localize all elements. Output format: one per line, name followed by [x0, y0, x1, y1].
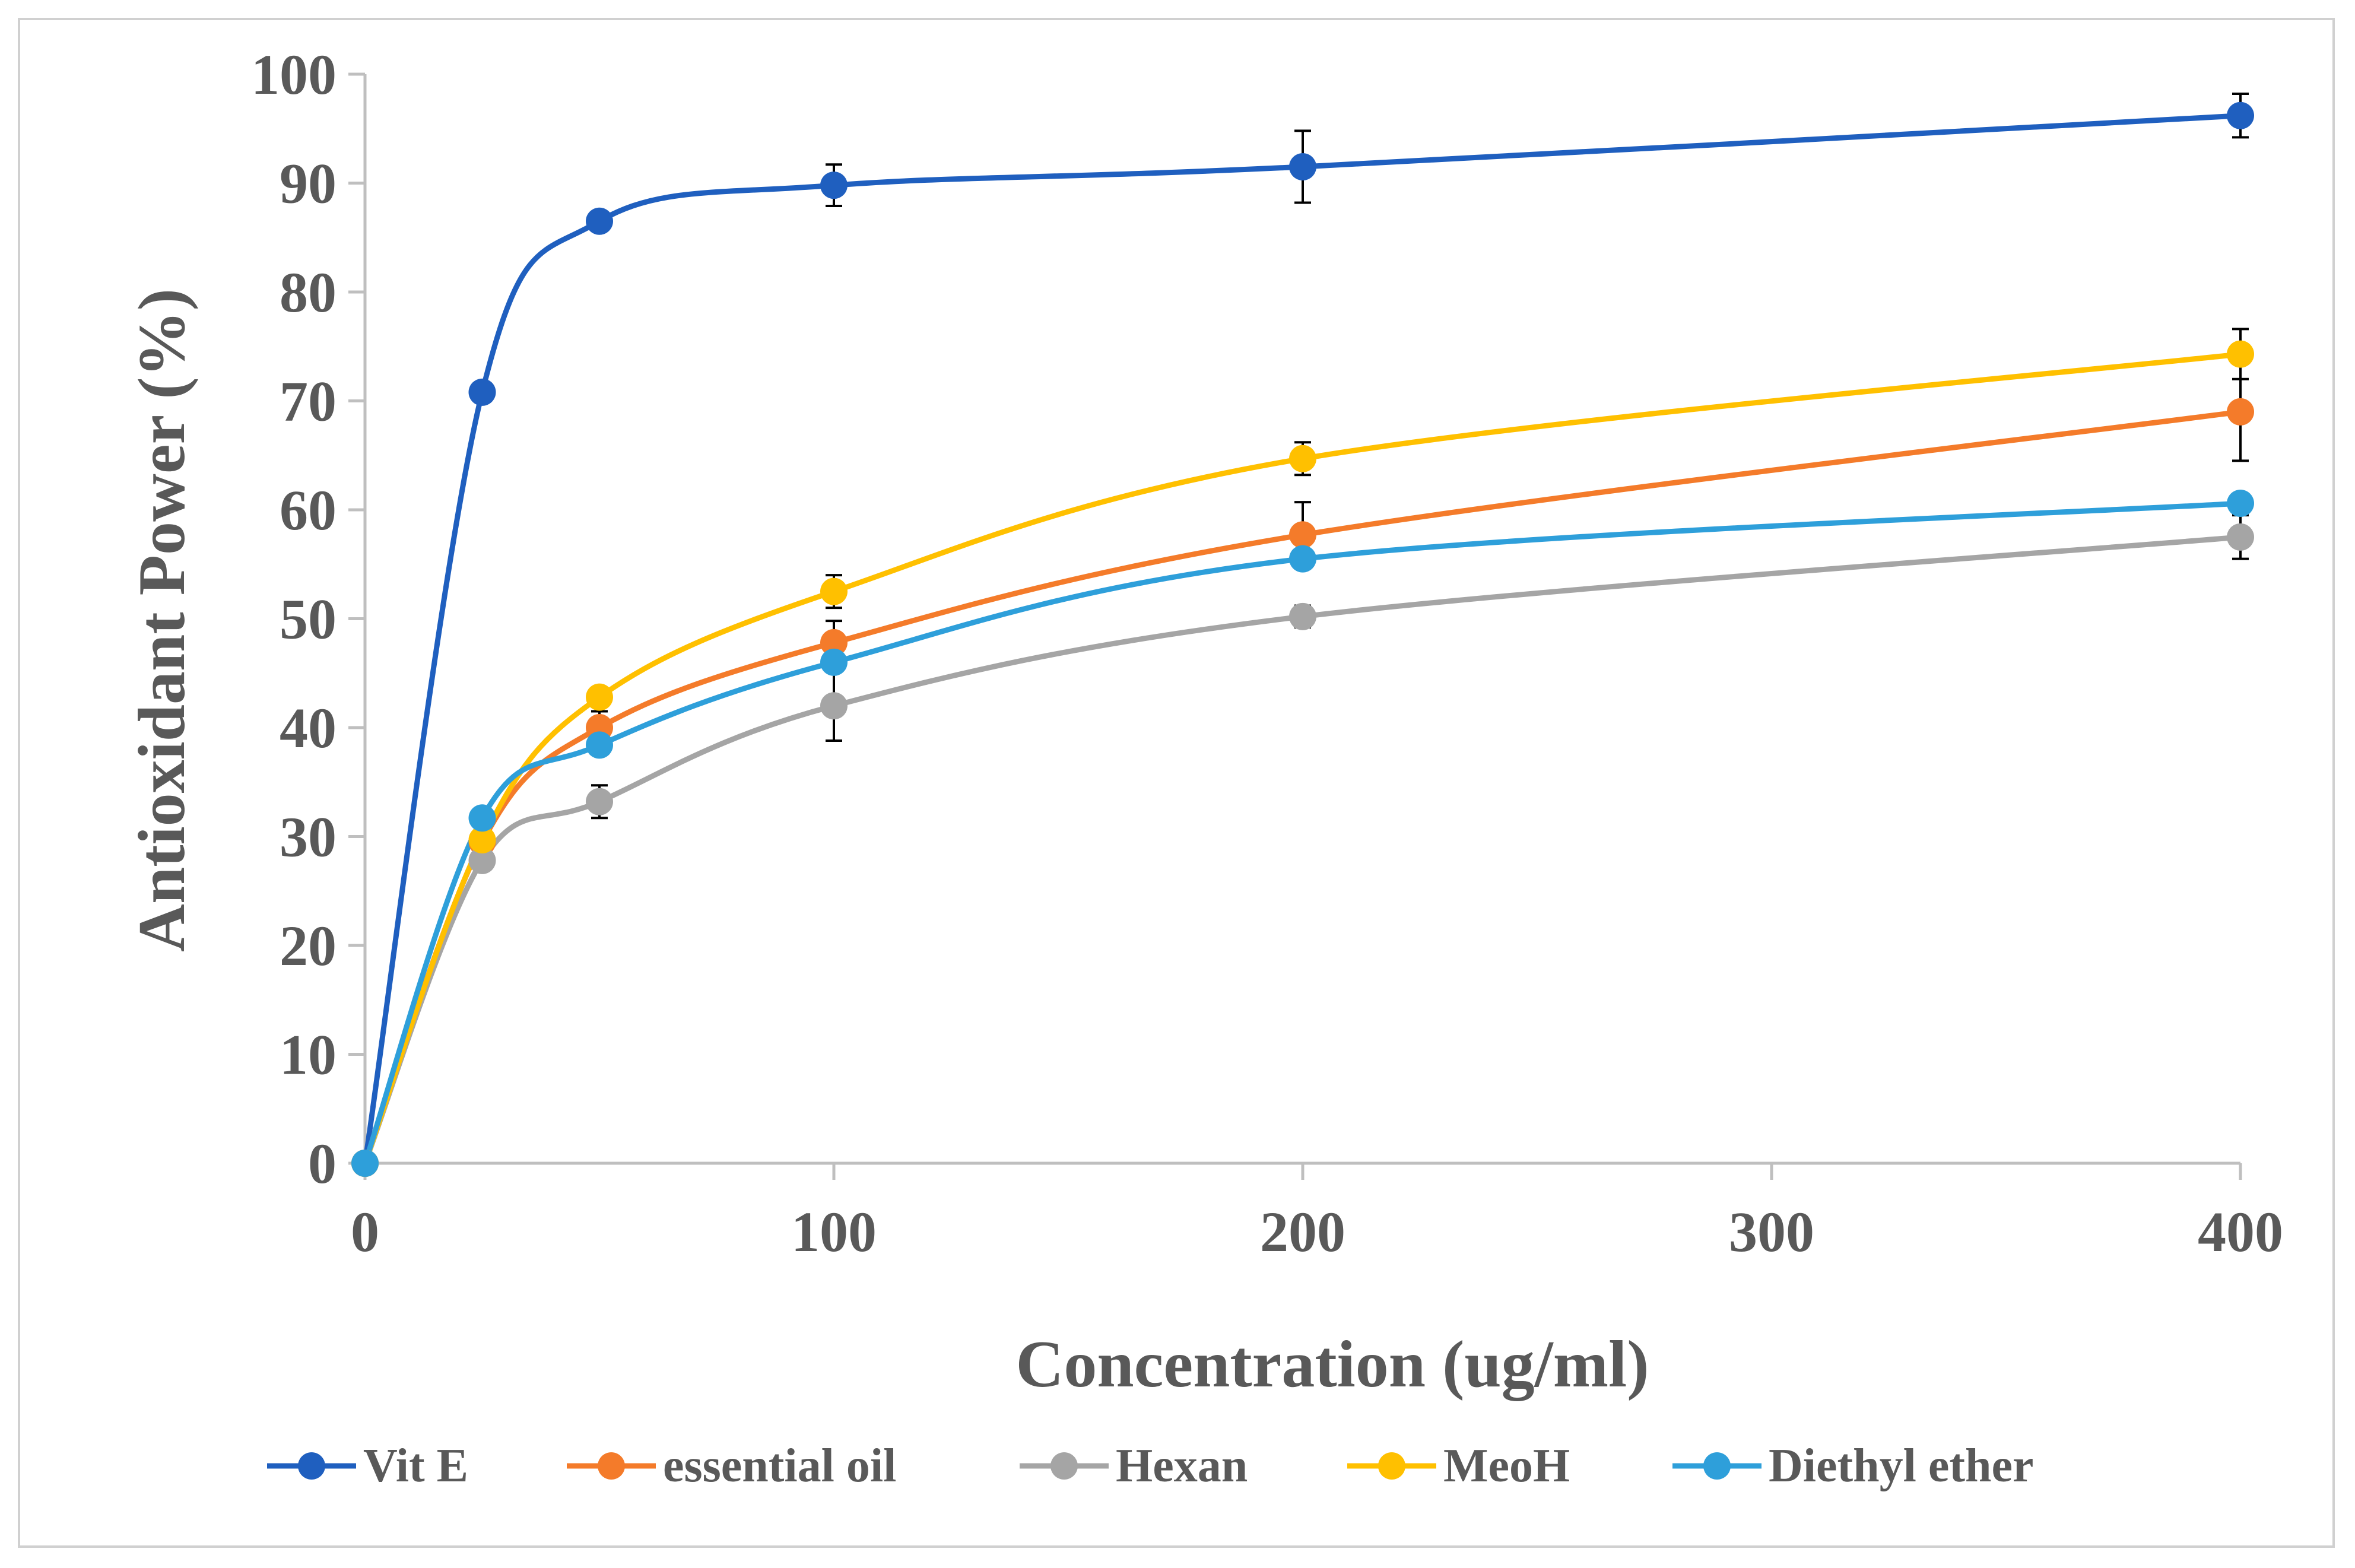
legend-marker-meoh — [1378, 1452, 1405, 1480]
x-tick-label: 200 — [1260, 1200, 1345, 1264]
y-tick-label: 10 — [280, 1023, 337, 1087]
legend-label-diethyl-ether: Diethyl ether — [1769, 1440, 2034, 1492]
y-tick-label: 90 — [280, 152, 337, 215]
chart-frame — [18, 18, 2335, 1548]
legend-marker-hexan — [1050, 1452, 1078, 1480]
data-point-vit-e — [820, 172, 848, 199]
legend-label-meoh: MeoH — [1443, 1440, 1570, 1492]
data-point-vit-e — [1289, 153, 1316, 180]
data-point-hexan — [2227, 523, 2254, 551]
data-point-diethyl-ether — [820, 648, 848, 676]
legend-marker-essential-oil — [598, 1452, 625, 1480]
y-tick-label: 40 — [280, 696, 337, 760]
x-axis-title: Concentration (ug/ml) — [1015, 1328, 1649, 1401]
data-point-vit-e — [586, 207, 613, 235]
legend-marker-vit-e — [298, 1452, 325, 1480]
data-point-hexan — [468, 846, 496, 874]
x-tick-label: 400 — [2198, 1200, 2283, 1264]
data-point-diethyl-ether — [351, 1150, 379, 1177]
y-tick-label: 20 — [280, 914, 337, 977]
data-point-hexan — [1289, 602, 1316, 630]
series-lines — [362, 113, 2243, 1166]
legend-label-vit-e: Vit E — [363, 1440, 468, 1492]
axes — [348, 72, 2242, 1180]
y-tick-label: 80 — [280, 261, 337, 324]
data-point-diethyl-ether — [1289, 545, 1316, 573]
y-axis-title: Antioxidant Power (%) — [125, 288, 199, 952]
data-points — [351, 101, 2254, 1177]
data-point-hexan — [820, 692, 848, 720]
series-line-diethyl-ether — [362, 500, 2243, 1166]
y-tick-label: 70 — [280, 370, 337, 433]
data-point-vit-e — [2227, 101, 2254, 129]
y-tick-label: 50 — [280, 588, 337, 651]
data-point-hexan — [586, 788, 613, 815]
x-tick-label: 300 — [1729, 1200, 1814, 1264]
series-line-hexan — [362, 534, 2243, 1166]
legend-label-essential-oil: essential oil — [663, 1440, 896, 1492]
y-tick-label: 100 — [251, 43, 337, 106]
y-tick-label: 30 — [280, 805, 337, 869]
x-tick-label: 100 — [791, 1200, 877, 1264]
data-point-essential-oil — [1289, 521, 1316, 549]
data-point-diethyl-ether — [468, 804, 496, 832]
data-point-diethyl-ether — [586, 731, 613, 759]
data-point-meoh — [820, 577, 848, 605]
data-point-essential-oil — [2227, 398, 2254, 426]
data-point-meoh — [1289, 445, 1316, 472]
y-tick-label: 60 — [280, 478, 337, 542]
tick-labels: 0 10 20 30 40 50 60 70 80 90 100 0 100 200 300 400 — [251, 43, 2283, 1264]
legend: Vit E essential oil Hexan MeoH Diethyl ether — [267, 1440, 2034, 1492]
x-tick-label: 0 — [351, 1200, 379, 1264]
legend-marker-diethyl-ether — [1703, 1452, 1731, 1480]
data-point-meoh — [586, 683, 613, 711]
data-point-essential-oil — [820, 629, 848, 656]
series-line-vit-e — [362, 113, 2243, 1166]
y-tick-label: 0 — [308, 1132, 337, 1195]
data-point-vit-e — [468, 378, 496, 406]
data-point-meoh — [468, 826, 496, 854]
data-point-diethyl-ether — [2227, 489, 2254, 517]
legend-label-hexan: Hexan — [1116, 1440, 1248, 1492]
data-point-meoh — [2227, 340, 2254, 368]
